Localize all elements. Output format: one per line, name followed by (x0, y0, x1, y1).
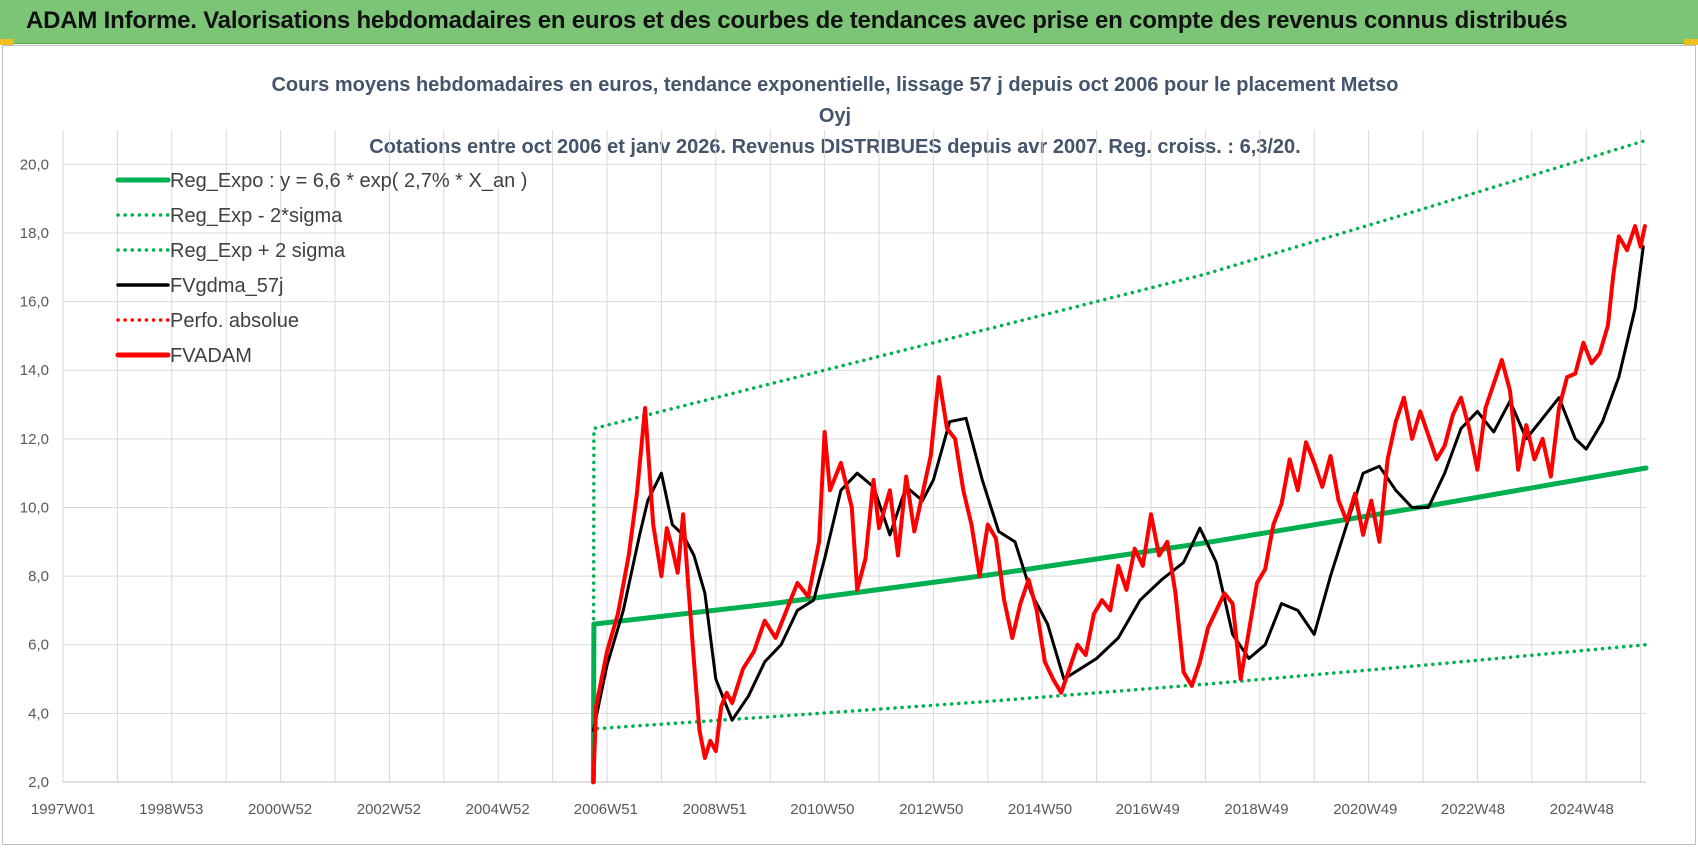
corner-marker-right (1684, 39, 1698, 45)
series-line-0 (590, 465, 1649, 785)
x-tick-label: 2022W48 (1441, 801, 1505, 818)
x-tick-label: 1997W01 (31, 801, 95, 818)
x-tick-label: 2020W49 (1333, 801, 1397, 818)
legend-label: Perfo. absolue (170, 310, 299, 332)
series-line-2 (591, 138, 1648, 784)
legend-label: Reg_Exp + 2 sigma (170, 240, 346, 262)
legend-label: FVADAM (170, 345, 252, 367)
legend-label: Reg_Exp - 2*sigma (170, 205, 343, 227)
series-line-3 (591, 245, 1645, 732)
banner-title: ADAM Informe. Valorisations hebdomadaire… (26, 7, 1568, 34)
y-tick-label: 14,0 (20, 362, 49, 379)
y-tick-label: 4,0 (28, 705, 49, 722)
x-tick-label: 2012W50 (899, 801, 963, 818)
y-tick-label: 10,0 (20, 499, 49, 516)
x-tick-label: 2002W52 (357, 801, 421, 818)
chart-subtitle: Cotations entre oct 2006 et janv 2026. R… (369, 136, 1301, 158)
x-tick-label: 2018W49 (1224, 801, 1288, 818)
series-line-4 (591, 224, 1647, 784)
x-tick-label: 2004W52 (466, 801, 530, 818)
y-tick-label: 18,0 (20, 225, 49, 242)
corner-marker-left (0, 39, 14, 45)
x-tick-label: 1998W53 (139, 801, 203, 818)
series-line-1 (591, 642, 1648, 784)
y-tick-label: 16,0 (20, 294, 49, 311)
x-tick-label: 2006W51 (574, 801, 638, 818)
chart-title: Cours moyens hebdomadaires en euros, ten… (271, 74, 1399, 127)
y-tick-label: 2,0 (28, 774, 49, 791)
x-tick-label: 2014W50 (1008, 801, 1072, 818)
x-tick-label: 2000W52 (248, 801, 312, 818)
chart-titles: Cours moyens hebdomadaires en euros, ten… (260, 70, 1410, 163)
y-tick-label: 12,0 (20, 431, 49, 448)
y-tick-label: 20,0 (20, 156, 49, 173)
legend-label: FVgdma_57j (170, 275, 283, 297)
y-tick-label: 6,0 (28, 637, 49, 654)
x-tick-label: 2008W51 (683, 801, 747, 818)
legend-label: Reg_Expo : y = 6,6 * exp( 2,7% * X_an ) (170, 170, 527, 192)
y-tick-label: 8,0 (28, 568, 49, 585)
x-tick-label: 2010W50 (790, 801, 854, 818)
chart-frame (2, 45, 1696, 845)
x-tick-label: 2016W49 (1116, 801, 1180, 818)
report-banner: ADAM Informe. Valorisations hebdomadaire… (0, 0, 1698, 44)
x-tick-label: 2024W48 (1550, 801, 1614, 818)
